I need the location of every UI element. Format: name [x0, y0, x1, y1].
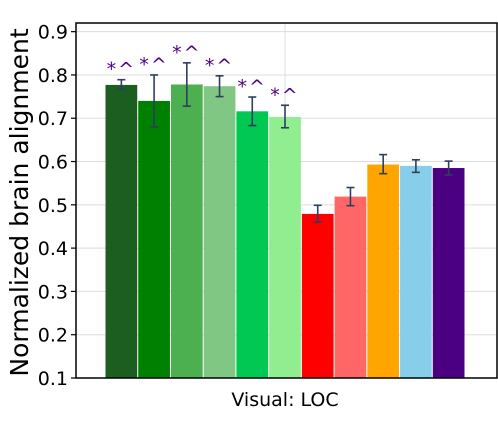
y-tick-label: 0.2 — [38, 325, 68, 347]
plot-frame — [75, 22, 498, 379]
bar — [367, 164, 400, 378]
annotation-group: *^ *^*^*^*^ *^ — [107, 42, 299, 106]
bar-group — [105, 84, 465, 379]
y-axis-title: Normalized brain alignment — [5, 28, 34, 376]
y-tick-label: 0.3 — [38, 281, 68, 303]
bar — [432, 168, 465, 378]
bar — [203, 86, 236, 379]
bar — [105, 84, 138, 378]
significance-annotation: *^ — [172, 42, 201, 64]
significance-annotation: *^ — [107, 59, 136, 81]
y-tick-label: 0.7 — [38, 108, 68, 130]
y-tick-label: 0.4 — [38, 238, 68, 260]
bar — [301, 213, 334, 378]
y-axis-ticks: 0.1 0.2 0.3 0.4 0.5 0.6 0.7 0.8 0.9 — [38, 22, 76, 390]
y-tick-label: 0.9 — [38, 22, 68, 44]
significance-annotation: *^ — [270, 84, 299, 106]
bar — [236, 111, 269, 378]
significance-annotation: *^ — [139, 54, 168, 76]
y-tick-label: 0.6 — [38, 152, 68, 174]
x-category-label: Visual: LOC — [231, 389, 338, 411]
significance-annotation: *^ — [238, 76, 267, 98]
bar — [269, 116, 301, 378]
bar — [334, 196, 367, 378]
y-tick-label: 0.1 — [38, 368, 68, 390]
y-tick-label: 0.5 — [38, 195, 68, 217]
significance-annotation: *^ — [205, 55, 234, 77]
y-tick-label: 0.8 — [38, 65, 68, 87]
bar — [170, 84, 203, 378]
bar — [138, 100, 170, 379]
error-bar-group — [117, 62, 453, 223]
bar — [400, 165, 432, 378]
